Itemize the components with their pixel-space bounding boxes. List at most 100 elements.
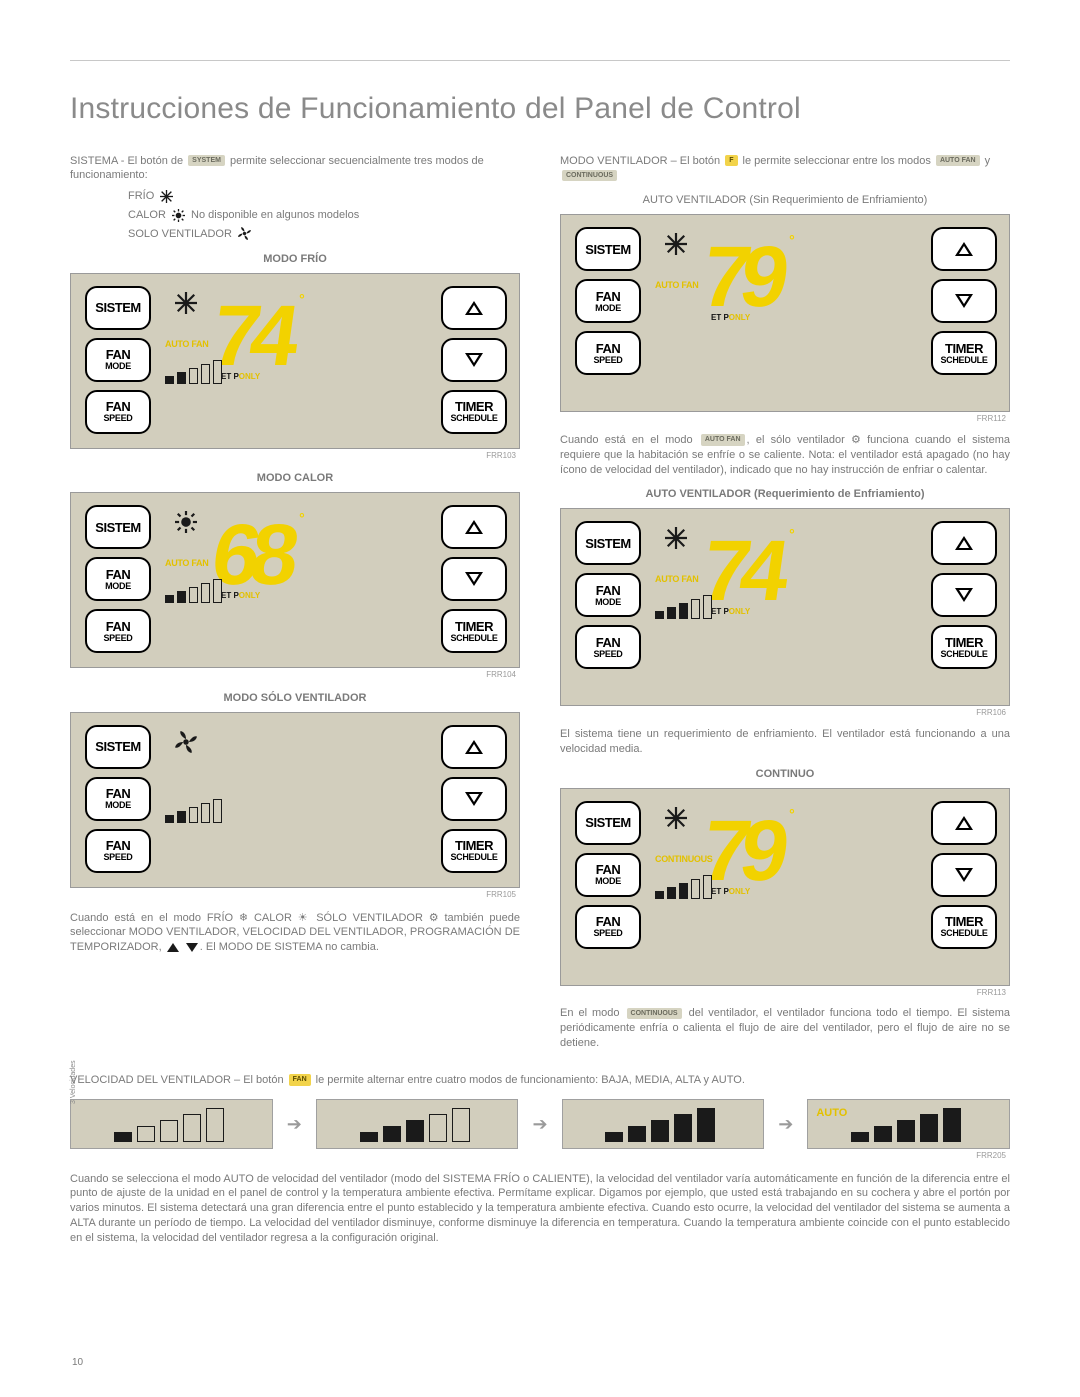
system-tag: SYSTEM — [188, 155, 225, 166]
fanspeed-strip: 3 Velocidades➔➔➔AUTO — [70, 1099, 1010, 1149]
ref-fanspeed: FRR205 — [70, 1151, 1006, 1162]
panel-frio: SISTEM FANMODE FANSPEED TIMERSCHEDULE AUTO F… — [70, 273, 520, 449]
caption-auto-noreq: AUTO VENTILADOR (Sin Requerimiento de En… — [560, 193, 1010, 208]
up-button[interactable] — [931, 227, 997, 271]
snowflake-icon — [160, 190, 173, 203]
panel-auto-noreq: SISTEM FANMODE FANSPEED TIMERSCHEDULE AUTO F… — [560, 214, 1010, 412]
right-para3: En el modo CONTINUOUS del ventilador, el… — [560, 1006, 1010, 1051]
fan-tag: FAN — [289, 1074, 311, 1085]
lcd-display: AUTO FAN79°ET PONLY — [655, 225, 915, 401]
fan-speed-indicator — [165, 579, 225, 603]
speed-box-1: 3 Velocidades — [70, 1099, 273, 1149]
down-button[interactable] — [441, 338, 507, 382]
sistem-button[interactable]: SISTEM — [85, 286, 151, 330]
left-column: SISTEMA - El botón de SYSTEM permite sel… — [70, 154, 520, 1055]
mode-line-calor: CALOR No disponible en algunos modelos — [128, 208, 520, 223]
down-button[interactable] — [931, 573, 997, 617]
ref-solo: FRR105 — [70, 890, 516, 901]
fan-button[interactable]: FANMODE — [575, 573, 641, 617]
mode-label: AUTO FAN — [165, 557, 208, 569]
speed-box-2 — [316, 1099, 519, 1149]
sistem-button[interactable]: SISTEM — [575, 801, 641, 845]
sun-icon — [172, 209, 185, 222]
ref-auto-req: FRR106 — [560, 708, 1006, 719]
timer-button[interactable]: TIMERSCHEDULE — [931, 625, 997, 669]
etp-label: ET PONLY — [221, 372, 260, 383]
timer-button[interactable]: TIMERSCHEDULE — [931, 905, 997, 949]
fan-speed-indicator — [165, 360, 225, 384]
fan-button[interactable]: FANMODE — [85, 338, 151, 382]
fanmode-intro: MODO VENTILADOR – El botón F le permite … — [560, 154, 1010, 184]
fan-button[interactable]: FANSPEED — [85, 390, 151, 434]
left-bottom-para: Cuando está en el modo FRÍO ❄ CALOR ☀ SÓ… — [70, 911, 520, 956]
fan-speed-indicator — [655, 875, 715, 899]
mode-label: AUTO FAN — [165, 338, 208, 350]
up-button[interactable] — [931, 521, 997, 565]
up-button[interactable] — [441, 286, 507, 330]
mode-label: AUTO FAN — [655, 279, 698, 291]
fan-button[interactable]: FANSPEED — [575, 625, 641, 669]
continuous-tag: CONTINUOUS — [562, 170, 617, 181]
timer-button[interactable]: TIMERSCHEDULE — [441, 609, 507, 653]
autofan-tag: AUTO FAN — [936, 155, 980, 166]
ref-auto-noreq: FRR112 — [560, 414, 1006, 425]
fan-button[interactable]: FANMODE — [575, 853, 641, 897]
timer-button[interactable]: TIMERSCHEDULE — [441, 829, 507, 873]
timer-button[interactable]: TIMERSCHEDULE — [441, 390, 507, 434]
fan-button[interactable]: FANSPEED — [575, 331, 641, 375]
auto-label: AUTO — [816, 1106, 847, 1121]
sistem-button[interactable]: SISTEM — [85, 505, 151, 549]
lcd-display — [165, 723, 425, 877]
continuous-tag2: CONTINUOUS — [627, 1008, 682, 1019]
speed-side-label: 3 Velocidades — [69, 1060, 78, 1104]
sistem-button[interactable]: SISTEM — [575, 227, 641, 271]
ref-cont: FRR113 — [560, 988, 1006, 999]
sun-icon — [175, 511, 197, 533]
arrow-icon: ➔ — [287, 1112, 302, 1136]
down-button[interactable] — [931, 279, 997, 323]
up-button[interactable] — [931, 801, 997, 845]
etp-label: ET PONLY — [711, 313, 750, 324]
down-button[interactable] — [441, 777, 507, 821]
panel-auto-req: SISTEMFANMODEFANSPEEDTIMERSCHEDULEAUTO F… — [560, 508, 1010, 706]
fan-button[interactable]: FANSPEED — [85, 829, 151, 873]
sistema-intro: SISTEMA - El botón de SYSTEM permite sel… — [70, 154, 520, 184]
caption-auto-req: AUTO VENTILADOR (Requerimiento de Enfria… — [560, 487, 1010, 502]
fan-button[interactable]: FANSPEED — [85, 609, 151, 653]
timer-button[interactable]: TIMERSCHEDULE — [931, 331, 997, 375]
sistem-button[interactable]: SISTEM — [575, 521, 641, 565]
fan-speed-indicator — [165, 799, 225, 823]
page-number: 10 — [72, 1356, 83, 1370]
caption-calor: MODO CALOR — [70, 471, 520, 486]
fan-button[interactable]: FANMODE — [85, 777, 151, 821]
autofan-tag2: AUTO FAN — [701, 434, 745, 445]
page-title: Instrucciones de Funcionamiento del Pane… — [70, 89, 1010, 130]
down-button[interactable] — [931, 853, 997, 897]
down-button[interactable] — [441, 557, 507, 601]
fan-icon — [175, 731, 197, 753]
panel-cont: SISTEMFANMODEFANSPEEDTIMERSCHEDULECONTIN… — [560, 788, 1010, 986]
lcd-display: AUTO FAN74°ET PONLY — [165, 284, 425, 438]
panel-solo: SISTEM FANMODE FANSPEED TIMERSCHEDULE — [70, 712, 520, 888]
up-button[interactable] — [441, 725, 507, 769]
f-tag: F — [725, 155, 737, 166]
up-button[interactable] — [441, 505, 507, 549]
up-triangle-icon — [167, 943, 179, 952]
etp-label: ET PONLY — [711, 887, 750, 898]
snowflake-icon — [665, 807, 687, 829]
arrow-icon: ➔ — [778, 1112, 793, 1136]
fan-icon — [238, 227, 251, 240]
etp-label: ET PONLY — [221, 591, 260, 602]
snowflake-icon — [665, 233, 687, 255]
sistem-button[interactable]: SISTEM — [85, 725, 151, 769]
fan-button[interactable]: FANSPEED — [575, 905, 641, 949]
right-para2: El sistema tiene un requerimiento de enf… — [560, 727, 1010, 757]
right-para1: Cuando está en el modo AUTO FAN, el sólo… — [560, 433, 1010, 478]
caption-frio: MODO FRÍO — [70, 252, 520, 267]
fan-button[interactable]: FANMODE — [575, 279, 641, 323]
mode-line-frio: FRÍO — [128, 189, 520, 204]
ref-frio: FRR103 — [70, 451, 516, 462]
down-triangle-icon — [186, 943, 198, 952]
fan-button[interactable]: FANMODE — [85, 557, 151, 601]
caption-cont: CONTINUO — [560, 767, 1010, 782]
